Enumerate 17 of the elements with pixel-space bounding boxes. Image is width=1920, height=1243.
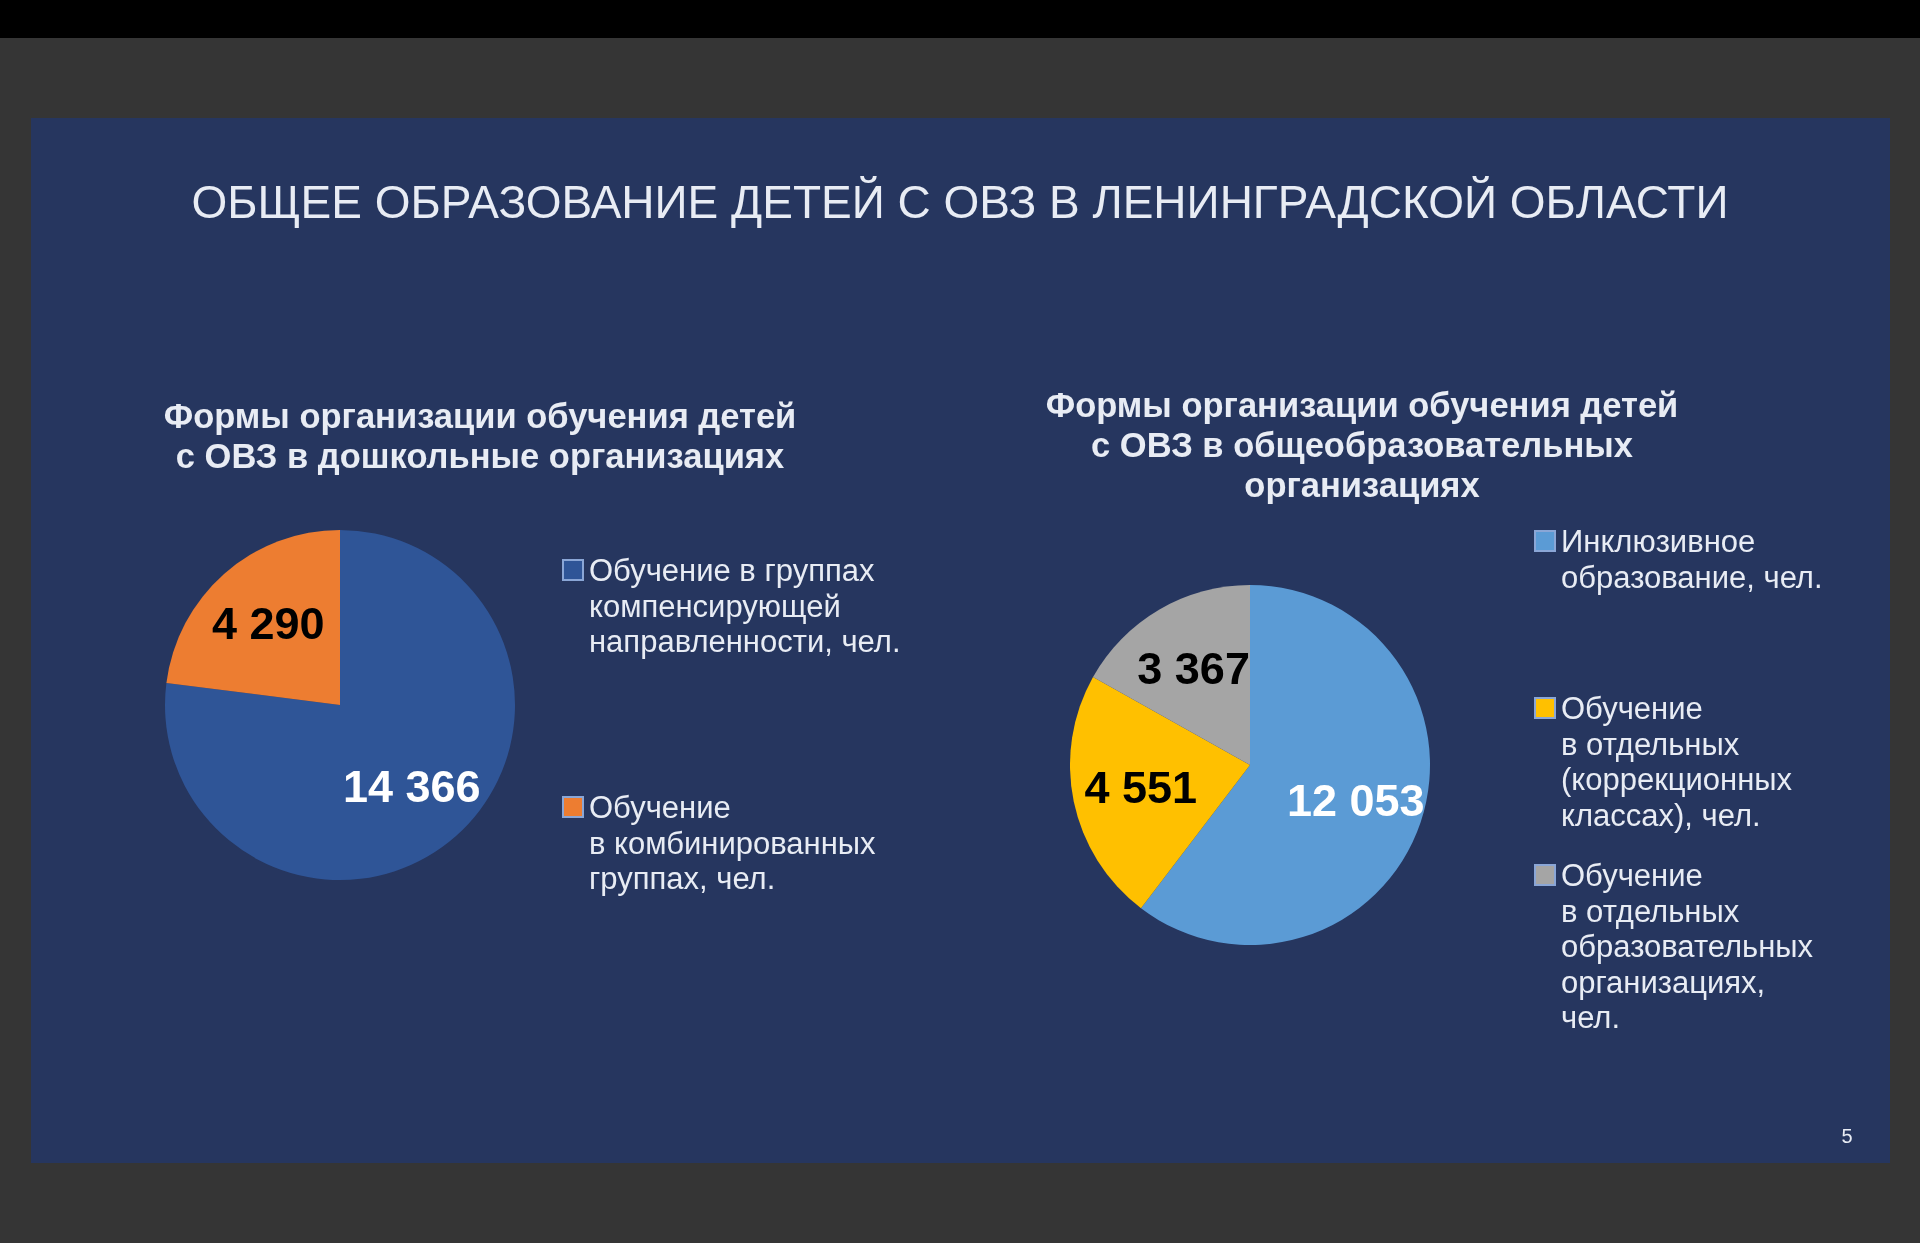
data-label: 3 367	[1137, 643, 1250, 695]
pie-slice	[166, 530, 340, 705]
data-label: 14 366	[342, 761, 481, 813]
legend-label: Обучение в отдельных (коррекционных классах), чел.	[1561, 691, 1793, 833]
text: 5	[1841, 1125, 1853, 1147]
pie-slice	[1093, 585, 1250, 765]
data-label: 4 551	[1084, 762, 1198, 814]
chart-title: Формы организации обучения детей с ОВЗ в общеобразовательных организациях	[1045, 386, 1679, 504]
data-label: 4 290	[211, 598, 325, 650]
legend-label: Инклюзивное образование, чел.	[1561, 524, 1823, 595]
legend-label: Обучение в отдельных образовательных организациях, чел.	[1561, 858, 1814, 1035]
chart-title: Формы организации обучения детей с ОВЗ в дошкольные организациях	[163, 397, 797, 475]
text: ОБЩЕЕ ОБРАЗОВАНИЕ ДЕТЕЙ С ОВЗ В ЛЕНИНГРАДСКОЙ ОБЛАСТИ	[191, 176, 1729, 228]
data-label: 12 053	[1286, 775, 1425, 827]
legend-label: Обучение в комбинированных группах, чел.	[589, 790, 877, 896]
pie-slice	[165, 530, 515, 880]
legend-label: Обучение в группах компенсирующей направленности, чел.	[589, 553, 901, 659]
